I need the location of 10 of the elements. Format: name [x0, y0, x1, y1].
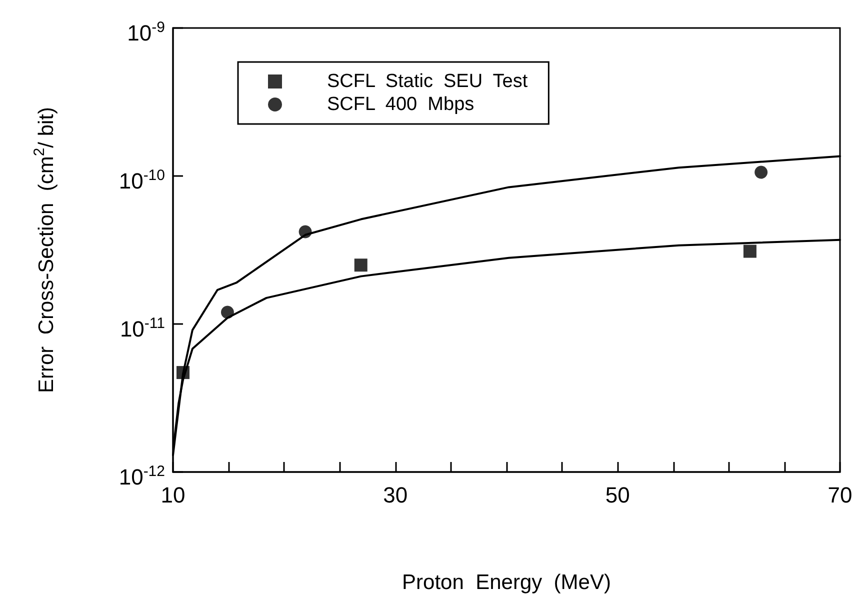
y-tick-label: 10$^{-9}$: [127, 18, 165, 48]
y-tick-label: 10$^{-11}$: [120, 314, 165, 344]
y-tick-label: 10$^{-10}$: [118, 166, 165, 196]
x-tick-label: 50: [605, 482, 630, 508]
x-axis-title: Proton Energy (MeV): [402, 571, 611, 594]
legend-label: SCFL Static SEU Test: [327, 71, 528, 92]
y-axis-title: Error Cross-Section (cm2/ bit): [31, 106, 58, 394]
x-tick-label: 30: [383, 482, 408, 508]
legend-label: SCFL 400 Mbps: [327, 94, 474, 115]
x-tick-label: 70: [828, 482, 852, 508]
